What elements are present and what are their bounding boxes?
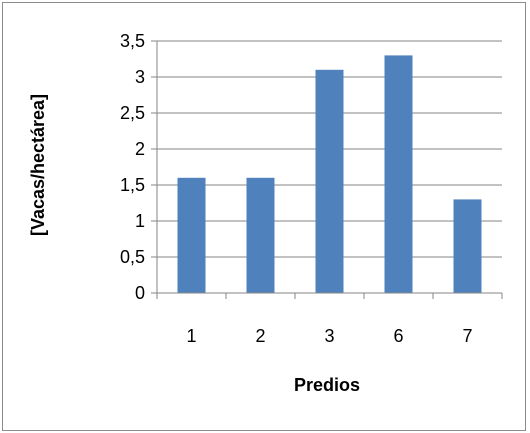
bar [246,177,275,293]
y-tick-labels: 0 0,5 1 1,5 2 2,5 3 3,5 [120,31,145,303]
x-tick-label: 1 [186,326,196,346]
x-tick-label: 3 [324,326,334,346]
y-tick-label: 3 [135,67,145,87]
bar [453,199,482,293]
x-axis-title: Predios [294,375,360,395]
y-tick-label: 1 [135,211,145,231]
y-tick-label: 0,5 [120,247,145,267]
bar [177,177,206,293]
y-tick-label: 3,5 [120,31,145,51]
y-tick-label: 2,5 [120,103,145,123]
bars [177,55,482,294]
y-tick-label: 0 [135,283,145,303]
y-tick-label: 1,5 [120,175,145,195]
x-tick-label: 7 [462,326,472,346]
x-tick-label: 2 [255,326,265,346]
y-tick-label: 2 [135,139,145,159]
bar [315,69,344,293]
axes [151,40,503,299]
x-tick-label: 6 [393,326,403,346]
bar [384,55,413,294]
y-axis-title: [Vacas/hectárea] [28,94,48,236]
x-tick-labels: 1 2 3 6 7 [186,326,472,346]
